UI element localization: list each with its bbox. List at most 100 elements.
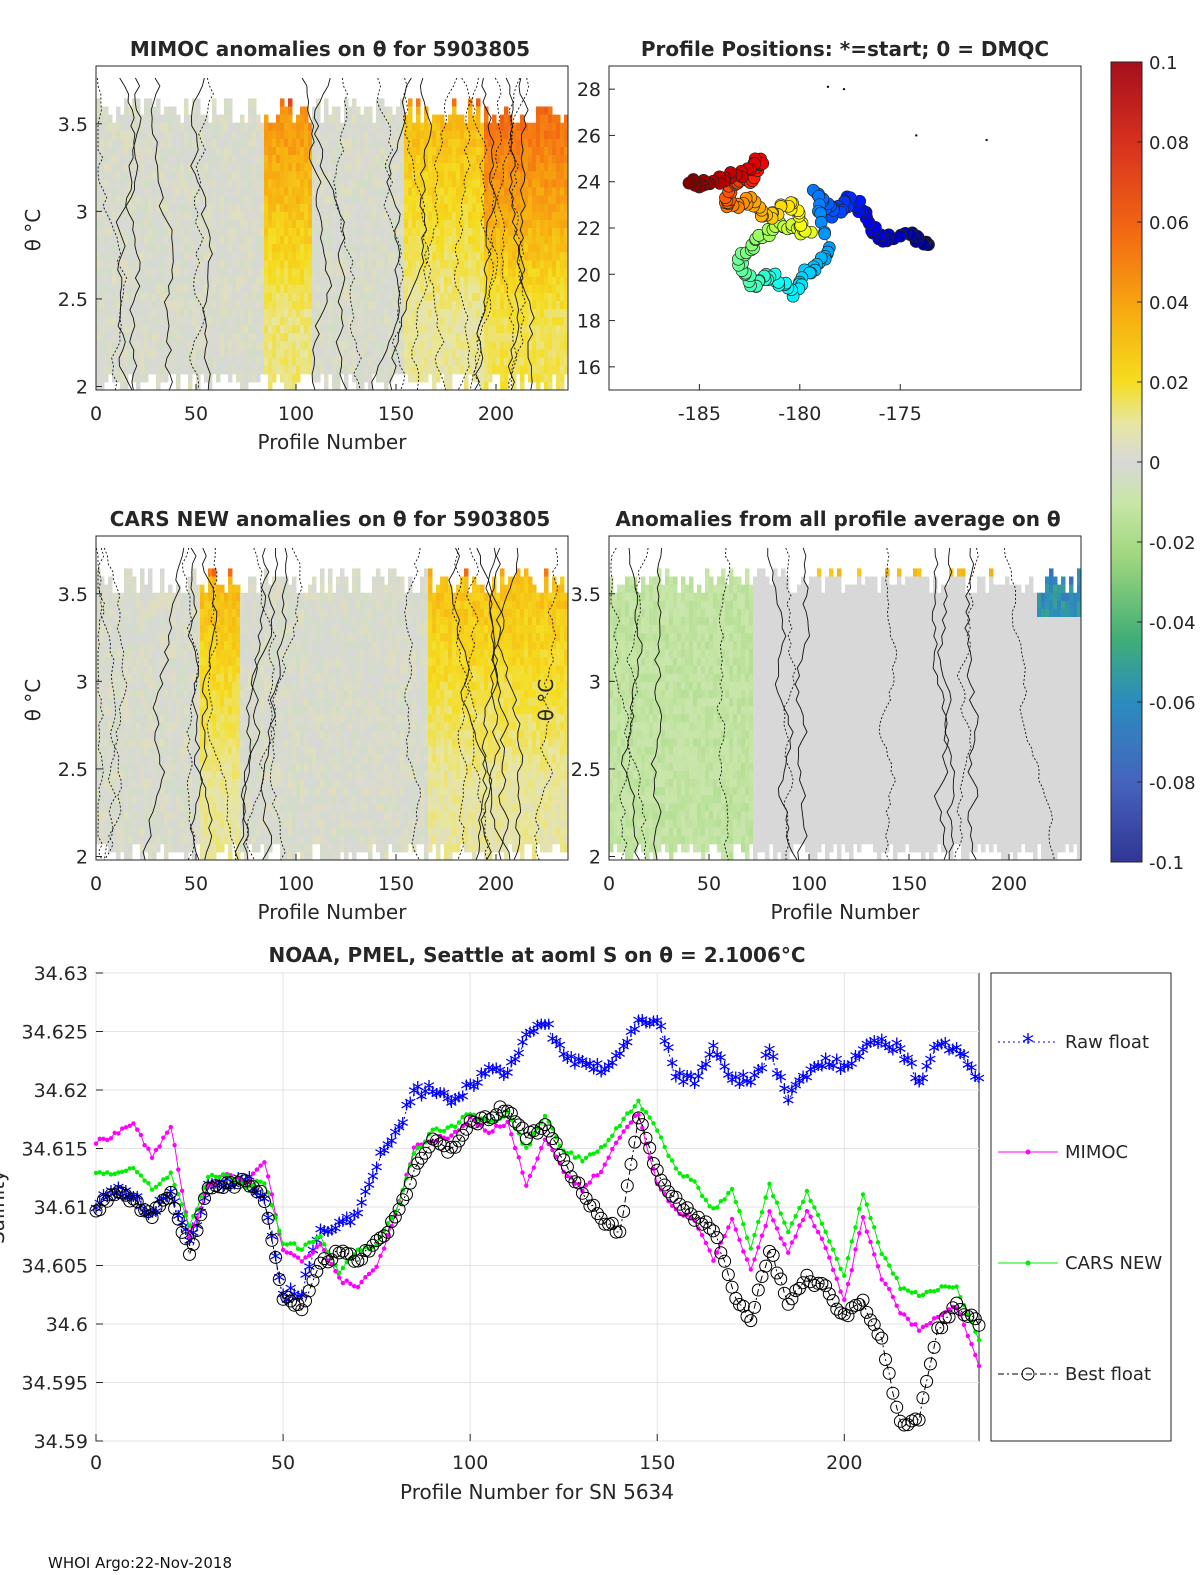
heat-cell bbox=[280, 300, 285, 310]
heat-cell bbox=[284, 349, 289, 359]
y-tick-label: 20 bbox=[577, 264, 601, 286]
heat-cell bbox=[124, 187, 129, 197]
heat-cell bbox=[264, 317, 269, 326]
heat-cell bbox=[120, 811, 125, 820]
heat-cell bbox=[272, 219, 277, 229]
heat-cell bbox=[112, 657, 117, 667]
heat-cell bbox=[212, 349, 217, 359]
heat-cell bbox=[332, 284, 337, 294]
heat-cell bbox=[468, 317, 473, 326]
heat-cell bbox=[220, 203, 225, 213]
heat-cell bbox=[172, 349, 177, 359]
heat-cell bbox=[188, 195, 193, 205]
heat-cell bbox=[484, 260, 489, 269]
heat-cell bbox=[544, 211, 549, 221]
heat-cell bbox=[176, 138, 181, 148]
heat-cell bbox=[312, 309, 317, 318]
heat-cell bbox=[388, 114, 393, 124]
heat-cell bbox=[168, 163, 173, 172]
heat-cell bbox=[368, 203, 373, 213]
heat-cell bbox=[488, 349, 493, 359]
heat-cell bbox=[428, 228, 433, 237]
heat-cell bbox=[384, 138, 389, 148]
heat-cell bbox=[380, 357, 385, 367]
heat-cell bbox=[136, 106, 141, 116]
heat-cell bbox=[436, 252, 441, 261]
heat-cell bbox=[116, 746, 121, 756]
heat-cell bbox=[372, 147, 377, 156]
heat-cell bbox=[440, 187, 445, 197]
heat-cell bbox=[304, 187, 309, 197]
heat-cell bbox=[504, 349, 509, 359]
heat-cell bbox=[388, 236, 393, 245]
heat-cell bbox=[380, 341, 385, 350]
heat-cell bbox=[120, 155, 125, 164]
heat-cell bbox=[140, 236, 145, 245]
heat-cell bbox=[476, 373, 481, 383]
heat-cell bbox=[272, 365, 277, 375]
heat-cell bbox=[108, 325, 113, 334]
heat-cell bbox=[184, 179, 189, 188]
heat-cell bbox=[296, 171, 301, 180]
heat-cell bbox=[240, 228, 245, 237]
heat-cell bbox=[128, 357, 133, 367]
heat-cell bbox=[320, 357, 325, 367]
heat-cell bbox=[304, 147, 309, 156]
heat-cell bbox=[396, 122, 401, 132]
heat-cell bbox=[184, 163, 189, 172]
heat-cell bbox=[340, 357, 345, 367]
heat-cell bbox=[212, 228, 217, 237]
heat-cell bbox=[256, 138, 261, 148]
heat-cell bbox=[108, 203, 113, 213]
heat-cell bbox=[548, 373, 553, 383]
heat-cell bbox=[124, 106, 129, 116]
heat-cell bbox=[308, 268, 313, 278]
heat-cell bbox=[112, 357, 117, 367]
heat-cell bbox=[312, 292, 317, 302]
heat-cell bbox=[268, 179, 273, 188]
heat-cell bbox=[140, 770, 145, 780]
heat-cell bbox=[524, 155, 529, 164]
heat-cell bbox=[136, 203, 141, 213]
heat-cell bbox=[556, 187, 561, 197]
heat-cell bbox=[148, 114, 153, 124]
heat-cell bbox=[264, 309, 269, 318]
heat-cell bbox=[120, 276, 125, 286]
heat-cell bbox=[104, 730, 109, 739]
heat-cell bbox=[176, 665, 181, 675]
heat-cell bbox=[408, 228, 413, 237]
heat-cell bbox=[372, 292, 377, 302]
heat-cell bbox=[104, 325, 109, 334]
heat-cell bbox=[416, 341, 421, 350]
heat-cell bbox=[400, 333, 405, 342]
heat-cell bbox=[120, 738, 125, 748]
heat-cell bbox=[168, 770, 173, 780]
heat-cell bbox=[536, 292, 541, 302]
heat-cell bbox=[108, 179, 113, 188]
heat-cell bbox=[252, 292, 257, 302]
heat-cell bbox=[132, 211, 137, 221]
heat-cell bbox=[516, 187, 521, 197]
heat-cell bbox=[144, 689, 149, 699]
heat-cell bbox=[340, 171, 345, 180]
heat-cell bbox=[236, 155, 241, 164]
heat-cell bbox=[544, 309, 549, 318]
heat-cell bbox=[512, 276, 517, 286]
heat-cell bbox=[140, 252, 145, 261]
heat-cell bbox=[276, 171, 281, 180]
heat-cell bbox=[364, 365, 369, 375]
heat-cell bbox=[504, 179, 509, 188]
heat-cell bbox=[196, 114, 201, 124]
heat-cell bbox=[128, 649, 133, 658]
heat-cell bbox=[120, 171, 125, 180]
heat-cell bbox=[336, 244, 341, 253]
heat-cell bbox=[256, 219, 261, 229]
heat-cell bbox=[212, 317, 217, 326]
heat-cell bbox=[436, 325, 441, 334]
heat-cell bbox=[324, 317, 329, 326]
heat-cell bbox=[200, 228, 205, 237]
heat-cell bbox=[564, 228, 569, 237]
heat-cell bbox=[252, 155, 257, 164]
heat-cell bbox=[184, 252, 189, 261]
heat-cell bbox=[552, 357, 557, 367]
